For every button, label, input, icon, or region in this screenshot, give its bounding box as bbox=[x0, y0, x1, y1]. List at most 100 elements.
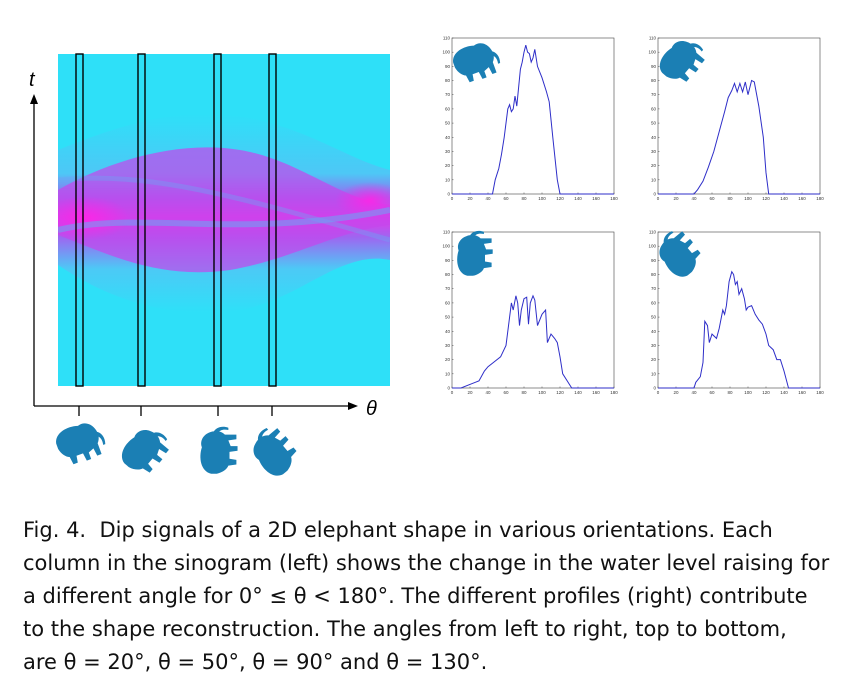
x-tick-label: 80 bbox=[727, 196, 733, 201]
sinogram-column-50 bbox=[137, 53, 146, 387]
y-tick-label: 110 bbox=[443, 230, 451, 235]
y-tick-label: 60 bbox=[445, 106, 451, 111]
profile-plot-4: 0 20 40 60 80 100 120 140 160 180 0 10 20 30 40 50 60 70 8… bbox=[618, 224, 826, 406]
x-tick-label: 80 bbox=[521, 196, 527, 201]
figure-panel: t θ 0 20 40 60 80 100 120 140 160 180010203040506… bbox=[29, 31, 826, 482]
x-tick-label: 100 bbox=[744, 196, 752, 201]
elephant-20-icon bbox=[52, 417, 110, 469]
profile-plot-2: 0 20 40 60 80 100 120 140 160 180 0 10 20 30 40 50 60 70 8… bbox=[618, 31, 826, 212]
caption-label: Fig. 4. bbox=[23, 518, 87, 542]
sinogram-column-130 bbox=[268, 53, 277, 387]
x-tick-label: 0 bbox=[451, 390, 454, 395]
x-tick-label: 160 bbox=[798, 390, 806, 395]
theta-axis-label: θ bbox=[366, 398, 377, 420]
y-tick-label: 0 bbox=[653, 386, 656, 391]
x-tick-label: 140 bbox=[780, 390, 788, 395]
x-tick-label: 40 bbox=[485, 196, 491, 201]
x-tick-label: 100 bbox=[744, 390, 752, 395]
y-tick-label: 70 bbox=[651, 286, 657, 291]
x-tick-label: 100 bbox=[538, 390, 546, 395]
caption-line-4: to the shape reconstruction. The angles … bbox=[23, 617, 787, 641]
x-tick-label: 60 bbox=[709, 196, 715, 201]
x-tick-label: 160 bbox=[798, 196, 806, 201]
y-tick-label: 40 bbox=[651, 329, 657, 334]
y-tick-label: 0 bbox=[447, 386, 450, 391]
x-tick-label: 40 bbox=[485, 390, 491, 395]
y-tick-label: 0 bbox=[653, 192, 656, 197]
profile-line bbox=[658, 270, 820, 389]
y-tick-label: 50 bbox=[651, 121, 657, 126]
y-tick-label: 60 bbox=[445, 300, 451, 305]
caption-line-1: Fig. 4. Dip signals of a 2D elephant sha… bbox=[23, 518, 773, 542]
elephant-130-icon bbox=[244, 421, 304, 482]
x-tick-label: 20 bbox=[467, 390, 473, 395]
x-tick-label: 20 bbox=[467, 196, 473, 201]
y-tick-label: 90 bbox=[651, 64, 657, 69]
y-tick-label: 90 bbox=[445, 258, 451, 263]
y-tick-label: 100 bbox=[648, 50, 656, 55]
x-tick-label: 20 bbox=[673, 390, 679, 395]
x-tick-label: 40 bbox=[691, 196, 697, 201]
x-tick-label: 180 bbox=[816, 196, 824, 201]
t-axis-label: t bbox=[29, 69, 36, 91]
x-tick-label: 140 bbox=[780, 196, 788, 201]
x-tick-label: 120 bbox=[556, 390, 564, 395]
y-tick-label: 70 bbox=[445, 286, 451, 291]
y-tick-label: 60 bbox=[651, 300, 657, 305]
y-tick-label: 40 bbox=[651, 135, 657, 140]
caption-line-2: column in the sinogram (left) shows the … bbox=[23, 551, 830, 575]
y-tick-label: 20 bbox=[651, 163, 657, 168]
x-tick-label: 120 bbox=[762, 390, 770, 395]
y-tick-label: 90 bbox=[651, 258, 657, 263]
y-tick-label: 70 bbox=[445, 92, 451, 97]
x-tick-label: 120 bbox=[556, 196, 564, 201]
caption-line-5: are θ = 20°, θ = 50°, θ = 90° and θ = 13… bbox=[23, 650, 488, 674]
x-tick-label: 160 bbox=[592, 196, 600, 201]
y-tick-label: 30 bbox=[651, 149, 657, 154]
y-tick-label: 110 bbox=[649, 230, 657, 235]
y-tick-label: 50 bbox=[445, 121, 451, 126]
y-tick-label: 20 bbox=[445, 163, 451, 168]
x-tick-label: 60 bbox=[503, 390, 509, 395]
y-tick-label: 30 bbox=[445, 149, 451, 154]
sinogram-axes bbox=[30, 94, 358, 416]
x-tick-label: 180 bbox=[610, 196, 618, 201]
x-tick-label: 0 bbox=[657, 196, 660, 201]
y-tick-label: 10 bbox=[651, 371, 657, 376]
profile-plots: 0 20 40 60 80 100 120 140 160 1800102030405060708… bbox=[412, 31, 826, 406]
elephant-90-icon bbox=[200, 426, 238, 474]
y-tick-label: 100 bbox=[442, 244, 450, 249]
sinogram-column-90 bbox=[213, 53, 222, 387]
y-tick-label: 50 bbox=[651, 315, 657, 320]
y-tick-label: 80 bbox=[651, 78, 657, 83]
x-tick-label: 100 bbox=[538, 196, 546, 201]
y-tick-label: 10 bbox=[445, 371, 451, 376]
y-tick-label: 100 bbox=[442, 50, 450, 55]
x-tick-label: 60 bbox=[709, 390, 715, 395]
y-tick-label: 10 bbox=[445, 177, 451, 182]
profile-plot-1: 0 20 40 60 80 100 120 140 160 180 0 10 20 30 40 50 60 70 8… bbox=[412, 34, 620, 212]
x-tick-label: 20 bbox=[673, 196, 679, 201]
y-tick-label: 0 bbox=[447, 192, 450, 197]
y-tick-label: 50 bbox=[445, 315, 451, 320]
x-tick-label: 80 bbox=[727, 390, 733, 395]
x-tick-label: 140 bbox=[574, 390, 582, 395]
y-tick-label: 20 bbox=[651, 357, 657, 362]
x-tick-label: 0 bbox=[451, 196, 454, 201]
x-tick-label: 180 bbox=[816, 390, 824, 395]
profile-line bbox=[658, 79, 820, 195]
profile-line bbox=[452, 294, 614, 389]
elephant-orientations bbox=[52, 417, 304, 482]
x-tick-label: 180 bbox=[610, 390, 618, 395]
y-tick-label: 110 bbox=[443, 36, 451, 41]
caption-line-3: a different angle for 0° ≤ θ < 180°. The… bbox=[23, 584, 808, 608]
x-tick-label: 120 bbox=[762, 196, 770, 201]
y-tick-label: 80 bbox=[651, 272, 657, 277]
y-tick-label: 90 bbox=[445, 64, 451, 69]
profile-plot-3: 0 20 40 60 80 100 120 140 160 180 0 10 20 30 40 50 60 70 8… bbox=[412, 228, 620, 406]
x-tick-label: 60 bbox=[503, 196, 509, 201]
sinogram-column-20 bbox=[75, 53, 84, 387]
y-tick-label: 110 bbox=[649, 36, 657, 41]
x-tick-label: 160 bbox=[592, 390, 600, 395]
y-tick-label: 40 bbox=[445, 135, 451, 140]
